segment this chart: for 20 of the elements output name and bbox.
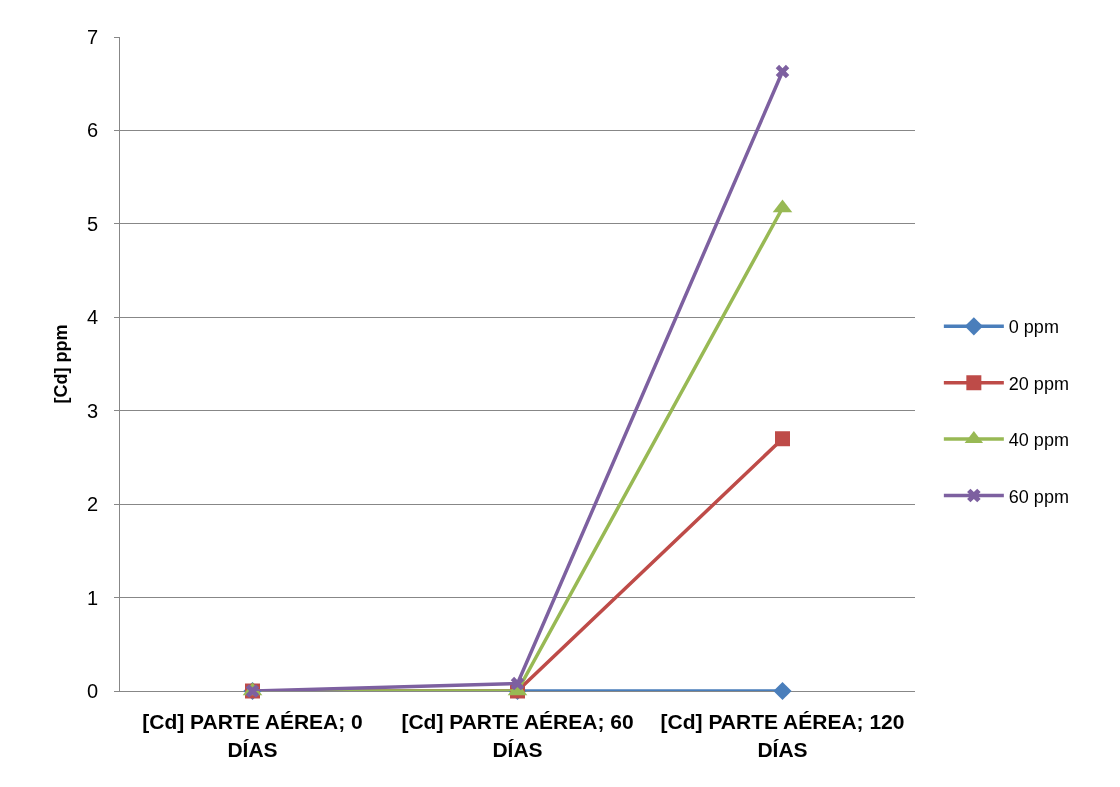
y-axis-title: [Cd] ppm [51, 324, 72, 404]
y-tick-label: 1 [86, 586, 98, 609]
y-tick-label: 7 [86, 26, 98, 48]
y-tick-label: 5 [86, 212, 98, 235]
x-tick-label: [Cd] PARTE AÉREA; 120 DÍAS [660, 710, 905, 761]
y-tick-label: 2 [86, 493, 98, 516]
y-tick-label: 6 [86, 119, 98, 142]
x-tick-label: [Cd] PARTE AÉREA; 60 DÍAS [401, 710, 634, 761]
y-tick-label: 4 [86, 306, 98, 329]
legend-label: 20 ppm [1008, 373, 1069, 394]
x-tick-label: [Cd] PARTE AÉREA; 0 DÍAS [142, 710, 363, 761]
legend-label: 60 ppm [1008, 486, 1069, 507]
legend-label: 0 ppm [1008, 317, 1059, 338]
point [775, 64, 790, 79]
point [510, 676, 525, 691]
point [773, 681, 792, 701]
y-tick-label: 3 [86, 399, 98, 422]
legend-label: 40 ppm [1008, 430, 1069, 451]
point [775, 431, 790, 447]
y-tick-label: 0 [86, 680, 98, 702]
